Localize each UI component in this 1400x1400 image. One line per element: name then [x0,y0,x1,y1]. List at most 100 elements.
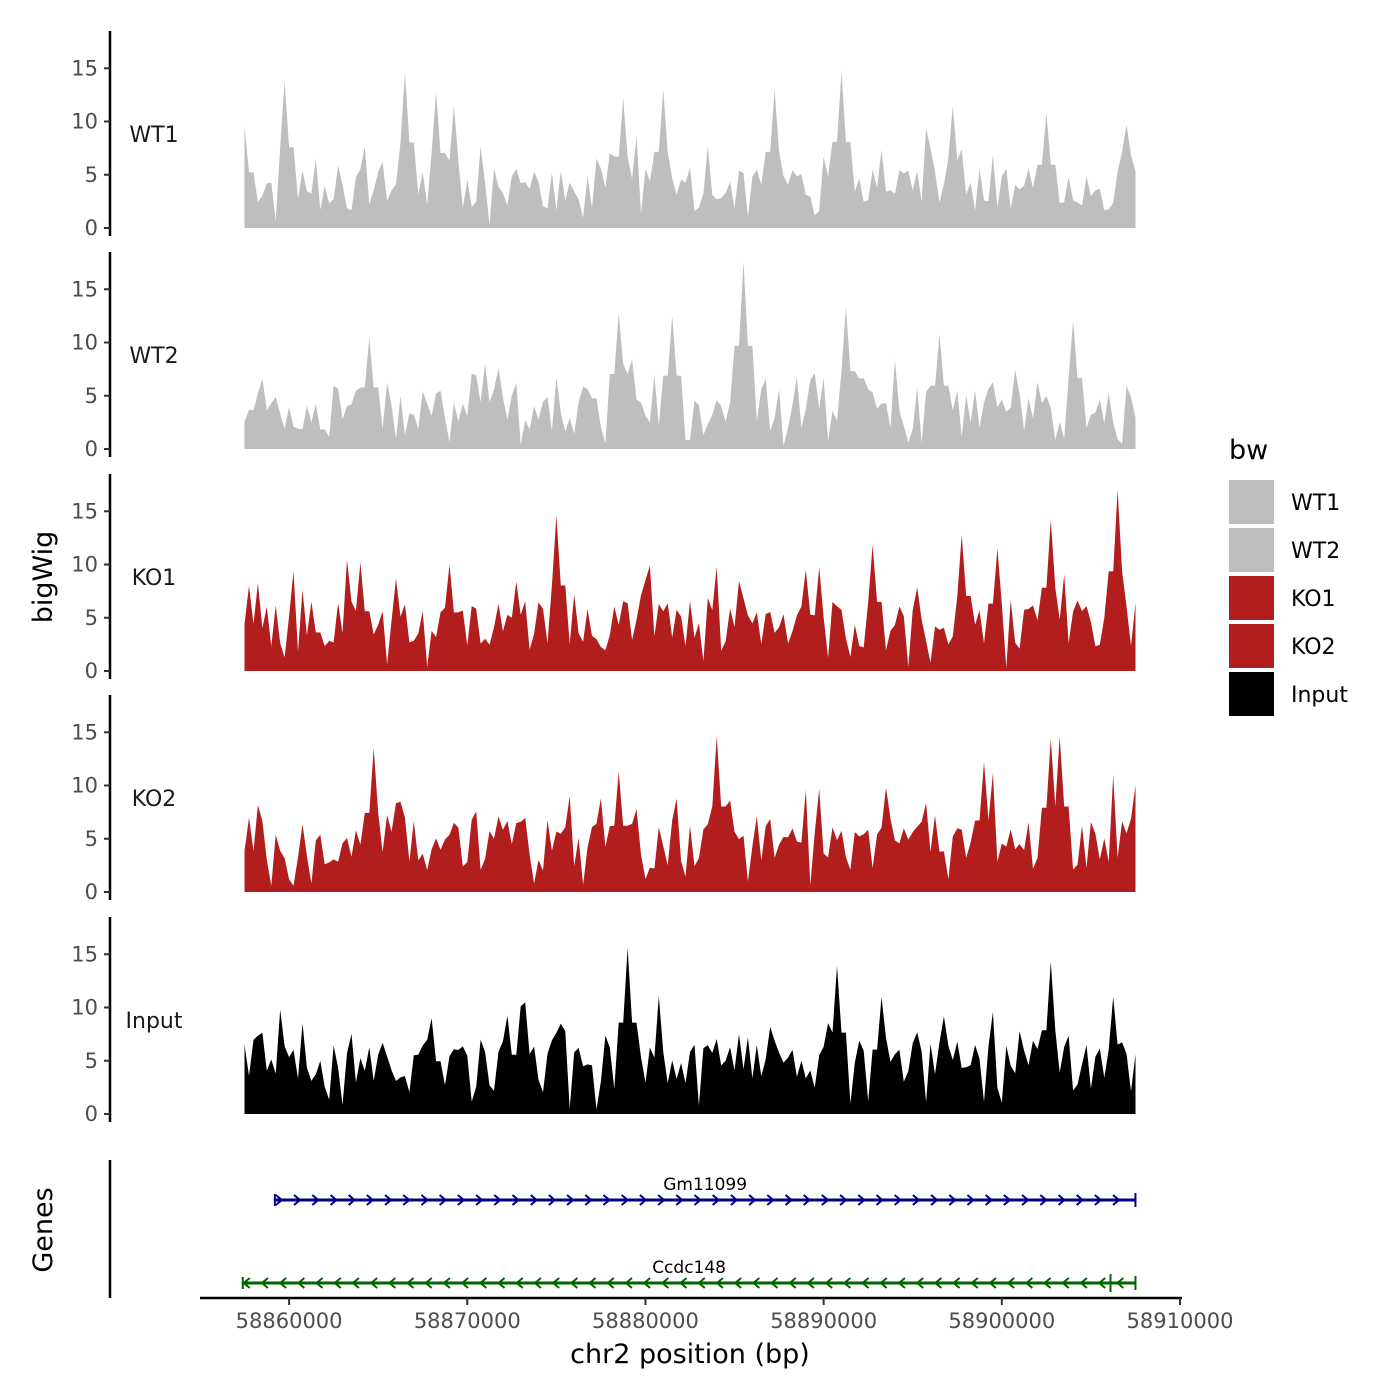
track-label: Input [126,1009,183,1034]
strand-arrow [879,1277,888,1289]
strand-arrow [387,1277,397,1289]
strand-arrow [606,1277,615,1289]
y-tick-label: 5 [85,1049,98,1073]
y-tick-label: 5 [85,827,98,851]
y-tick-label: 15 [71,942,98,966]
strand-arrow [930,1194,939,1206]
strand-arrow [1042,1277,1052,1289]
y-tick-label: 10 [71,110,98,134]
strand-arrow [784,1194,793,1206]
strand-arrow [751,1277,761,1289]
strand-arrow [733,1277,742,1289]
track-wt2: 0 5 10 15 WT2 [71,252,1136,461]
legend-swatch [1229,624,1274,668]
track-input: 0 5 10 15 Input [71,917,1136,1126]
track-label: WT1 [129,123,178,148]
strand-arrow [1061,1277,1070,1289]
strand-arrow [715,1277,724,1289]
legend-label: WT2 [1291,539,1340,564]
legend-label: Input [1291,683,1348,708]
y-tick-label: 15 [71,277,98,301]
strand-arrow [424,1277,433,1289]
strand-arrow [478,1277,488,1289]
strand-arrow [347,1194,357,1206]
strand-arrow [821,1194,830,1206]
strand-arrow [351,1277,360,1289]
strand-arrow [460,1277,469,1289]
strand-arrow [806,1277,815,1289]
y-tick-label: 10 [71,996,98,1020]
strand-arrow [1021,1194,1030,1206]
legend-label: KO1 [1291,587,1336,612]
strand-arrow [333,1277,342,1289]
strand-arrow [569,1277,579,1289]
x-axis: 58860000 58870000 58880000 58890000 58900000… [200,1296,1234,1333]
legend-entry-ko2: KO2 [1229,624,1336,668]
strand-arrow [984,1194,994,1206]
legend-swatch [1229,528,1274,572]
strand-arrow [657,1194,666,1206]
strand-arrow [660,1277,670,1289]
strand-arrow [438,1194,448,1206]
coverage-area-ko1 [244,490,1136,671]
strand-arrow [770,1277,779,1289]
strand-arrow [475,1194,484,1206]
strand-arrow [366,1194,375,1206]
strand-arrow [511,1194,520,1206]
strand-arrow [642,1277,651,1289]
coverage-area-wt1 [244,71,1136,228]
legend-label: WT1 [1291,491,1340,516]
strand-arrow [293,1194,302,1206]
strand-arrow [1039,1194,1048,1206]
strand-arrow [639,1194,648,1206]
strand-arrow [315,1277,324,1289]
x-tick-label: 58880000 [592,1309,699,1333]
strand-arrow [420,1194,429,1206]
strand-arrow [711,1194,721,1206]
strand-arrow [766,1194,775,1206]
legend-swatch [1229,576,1274,620]
y-tick-label: 5 [85,163,98,187]
strand-arrow [242,1277,251,1289]
legend: bw WT1 WT2 KO1 KO2 Input [1229,435,1348,716]
y-tick-label: 5 [85,384,98,408]
strand-arrow [1006,1277,1015,1289]
legend-entry-ko1: KO1 [1229,576,1336,620]
gene-ccdc148: Ccdc148 [241,1258,1137,1292]
legend-entry-wt2: WT2 [1229,528,1340,572]
strand-arrow [1115,1277,1125,1289]
strand-arrow [384,1194,393,1206]
track-label: KO1 [132,566,177,591]
y-tick-label: 15 [71,720,98,744]
strand-arrow [260,1277,269,1289]
y-tick-label: 10 [71,774,98,798]
strand-arrow [624,1277,633,1289]
track-label: KO2 [132,787,177,812]
strand-arrow [1112,1194,1121,1206]
strand-arrow [933,1277,943,1289]
x-tick-label: 58890000 [770,1309,877,1333]
genes-track: Genes Gm11099 Ccdc148 [28,1160,1137,1298]
y-tick-label: 15 [71,56,98,80]
strand-arrow [551,1277,560,1289]
y-tick-label: 0 [85,880,98,904]
strand-arrow [824,1277,833,1289]
coverage-tracks: 0 5 10 15 WT1 0 5 10 15 WT2 0 5 10 15 KO1 0 5 10 15 KO2 0 5 10… [71,31,1136,1126]
strand-arrow [296,1277,306,1289]
strand-arrow [602,1194,611,1206]
strand-arrow [588,1277,597,1289]
strand-arrow [693,1194,702,1206]
y-tick-label: 0 [85,437,98,461]
strand-arrow [839,1194,848,1206]
strand-arrow [842,1277,852,1289]
strand-arrow [861,1277,870,1289]
legend-swatch [1229,672,1274,716]
legend-entry-input: Input [1229,672,1348,716]
strand-arrow [952,1277,961,1289]
x-axis-title: chr2 position (bp) [570,1339,810,1370]
strand-arrow [497,1277,506,1289]
strand-arrow [457,1194,466,1206]
x-tick-label: 58910000 [1127,1309,1234,1333]
strand-arrow [515,1277,524,1289]
coverage-area-wt2 [244,261,1136,449]
